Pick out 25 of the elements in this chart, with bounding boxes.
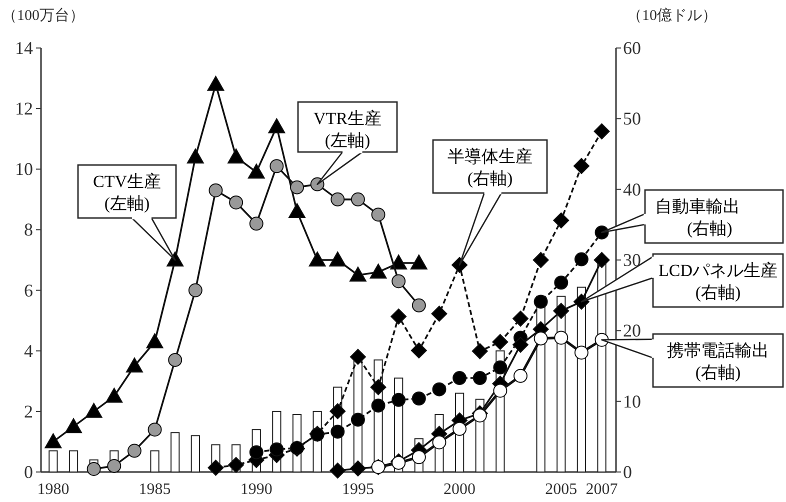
y2-tick-label: 10 — [623, 391, 641, 412]
y-tick-label: 14 — [15, 38, 33, 58]
y2-tick-label: 30 — [623, 250, 641, 270]
y2-tick-label: 60 — [623, 38, 641, 58]
x-tick-label: 1990 — [240, 481, 272, 498]
x-tick-label: 2000 — [444, 481, 476, 498]
y-tick-label: 2 — [24, 401, 33, 422]
series-label: VTR生産 (左軸) — [314, 109, 382, 150]
y2-tick-label: 40 — [623, 179, 641, 200]
x-tick-label: 1985 — [138, 481, 171, 498]
x-tick-label: 1980 — [37, 481, 70, 498]
y2-axis-title: （10億ドル） — [627, 7, 717, 24]
x-tick-label: 2007 — [586, 481, 618, 498]
y-tick-label: 6 — [24, 280, 33, 300]
x-tick-label: 2005 — [545, 481, 578, 498]
y2-tick-label: 50 — [623, 108, 641, 129]
y-tick-label: 10 — [15, 159, 33, 180]
y-tick-label: 12 — [15, 98, 33, 119]
series-label: CTV生産 (左軸) — [93, 172, 161, 213]
y-axis-title: （100万台） — [2, 7, 84, 24]
x-tick-label: 1995 — [342, 481, 374, 498]
y-tick-label: 0 — [24, 462, 33, 482]
y2-tick-label: 0 — [623, 462, 632, 482]
y-tick-label: 8 — [24, 220, 33, 240]
y-tick-label: 4 — [24, 340, 33, 361]
